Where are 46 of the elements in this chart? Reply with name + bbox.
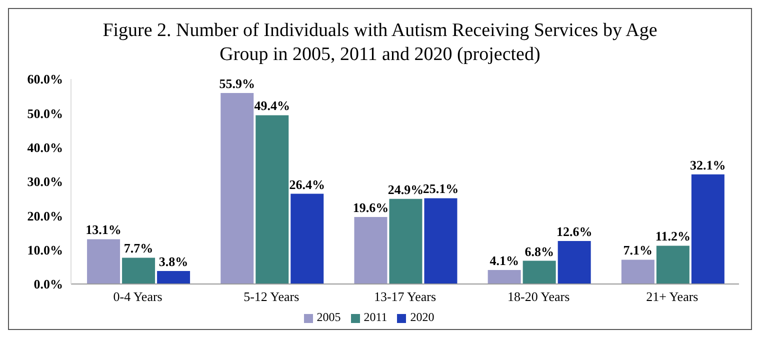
legend-label: 2011: [364, 310, 388, 324]
y-tick-label: 50.0%: [27, 106, 63, 121]
data-label: 3.8%: [158, 254, 188, 270]
data-label: 7.7%: [124, 240, 154, 256]
y-tick-label: 40.0%: [27, 140, 63, 155]
bar: [220, 93, 254, 284]
bar: [488, 270, 521, 284]
x-tick-label: 5-12 Years: [244, 289, 300, 304]
data-label: 7.1%: [623, 242, 653, 258]
bar: [122, 258, 156, 284]
data-label: 24.9%: [388, 182, 424, 197]
bar: [558, 240, 591, 284]
data-label: 6.8%: [524, 244, 554, 259]
bar: [522, 260, 556, 284]
bar: [256, 115, 289, 284]
data-label: 49.4%: [254, 98, 290, 114]
y-tick-label: 30.0%: [27, 174, 63, 190]
chart-title: Figure 2. Number of Individuals with Autism Receiving Services by Age Group in 2005, 2011 and 2020 (projected): [102, 19, 658, 67]
x-tick-label: 18-20 Years: [508, 289, 570, 304]
data-label: 19.6%: [352, 200, 389, 216]
x-tick-label: 0-4 Years: [113, 289, 162, 304]
y-tick-label: 60.0%: [27, 72, 63, 87]
legend-label: 2005: [316, 310, 341, 324]
bar: [424, 198, 458, 284]
x-tick-label: 21+ Years: [646, 289, 698, 304]
y-tick-label: 10.0%: [27, 242, 63, 258]
data-label: 11.2%: [655, 228, 690, 244]
data-label: 4.1%: [490, 252, 519, 268]
x-tick-label: 13-17 Years: [374, 289, 436, 304]
bar: [157, 271, 190, 284]
bar: [354, 217, 388, 284]
legend-label: 2020: [410, 310, 434, 324]
y-tick-label: 0.0%: [34, 276, 63, 292]
bar: [691, 174, 724, 284]
data-label: 26.4%: [289, 176, 326, 192]
data-label: 25.1%: [422, 181, 459, 196]
bar: [87, 239, 120, 284]
bar: [656, 246, 690, 284]
bar: [290, 194, 324, 284]
y-tick-label: 20.0%: [27, 208, 63, 224]
bar: [621, 260, 654, 284]
bar: [389, 198, 422, 284]
data-label: 13.1%: [86, 222, 122, 238]
data-label: 12.6%: [556, 224, 592, 239]
data-label: 32.1%: [690, 157, 726, 172]
data-label: 55.9%: [219, 76, 256, 92]
